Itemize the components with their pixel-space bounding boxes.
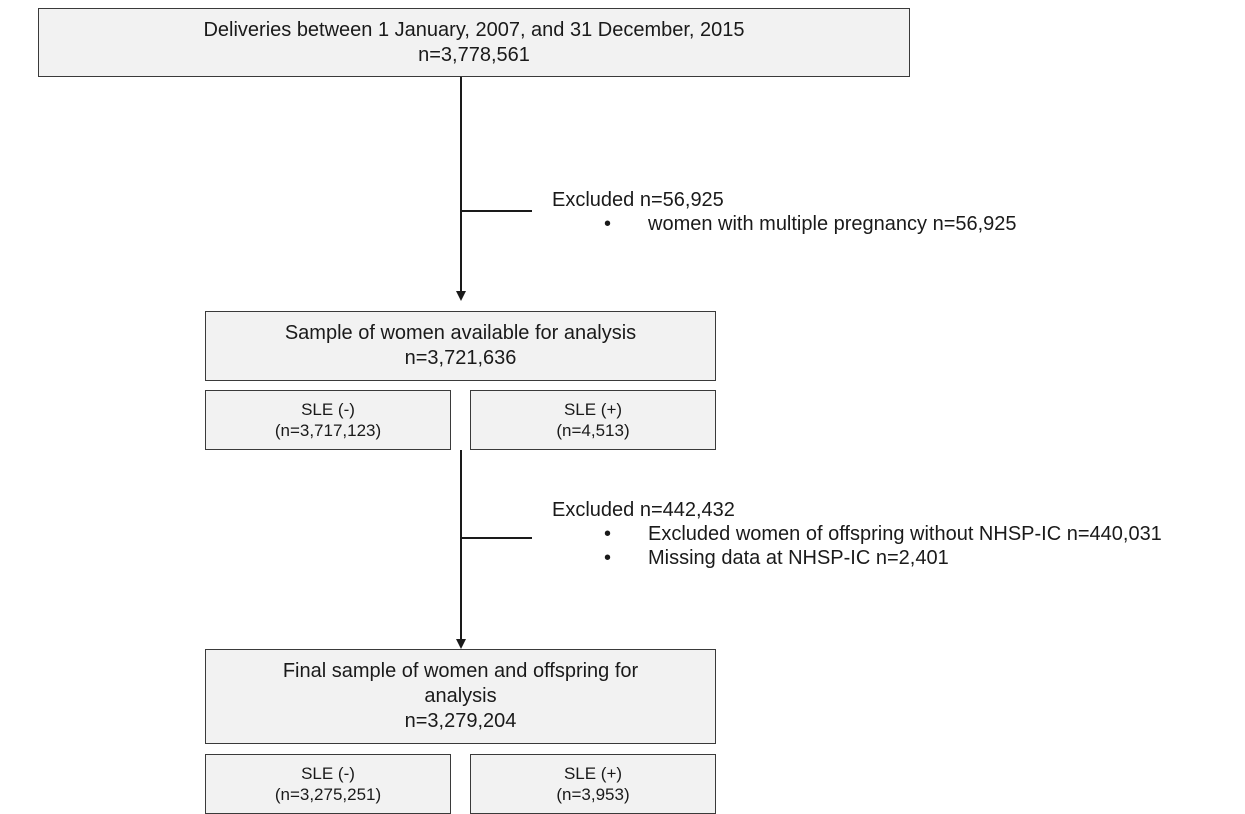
sample-sle-negative-box: SLE (-) (n=3,717,123): [205, 390, 451, 450]
arrowhead-1: [456, 291, 466, 301]
final-label-line2: analysis: [424, 685, 497, 707]
sle-positive-count: (n=4,513): [556, 421, 630, 440]
sle-positive-count: (n=3,953): [556, 785, 630, 804]
bullet-icon: •: [604, 547, 612, 569]
exclusion2-item: • Missing data at NHSP-IC n=2,401: [604, 546, 1162, 570]
final-label-line1: Final sample of women and offspring for: [282, 660, 639, 682]
sle-negative-label: SLE (-): [301, 764, 355, 783]
sle-negative-label: SLE (-): [301, 400, 355, 419]
exclusion1-list: • women with multiple pregnancy n=56,925: [552, 212, 1017, 236]
connector-top-to-sample: [460, 77, 462, 291]
bullet-icon: •: [604, 523, 612, 545]
deliveries-box: Deliveries between 1 January, 2007, and …: [38, 8, 910, 77]
final-sle-negative-box: SLE (-) (n=3,275,251): [205, 754, 451, 814]
deliveries-label: Deliveries between 1 January, 2007, and …: [203, 18, 745, 41]
exclusion1-item: • women with multiple pregnancy n=56,925: [604, 212, 1017, 236]
final-sle-positive-box: SLE (+) (n=3,953): [470, 754, 716, 814]
sample-sle-positive-box: SLE (+) (n=4,513): [470, 390, 716, 450]
exclusion2-branch: [461, 537, 532, 539]
deliveries-count: n=3,778,561: [418, 43, 530, 66]
sle-positive-label: SLE (+): [563, 764, 623, 783]
bullet-icon: •: [604, 213, 612, 235]
connector-sample-to-final: [460, 450, 462, 639]
final-sample-box: Final sample of women and offspring for …: [205, 649, 716, 744]
exclusion1-branch: [461, 210, 532, 212]
sle-negative-count: (n=3,717,123): [274, 421, 382, 440]
sample-count: n=3,721,636: [404, 347, 517, 369]
final-count: n=3,279,204: [404, 710, 517, 732]
exclusion2-item-text: Excluded women of offspring without NHSP…: [648, 523, 1162, 545]
exclusion2-heading: Excluded n=442,432: [552, 499, 735, 521]
sle-positive-label: SLE (+): [563, 400, 623, 419]
exclusion2-list: • Excluded women of offspring without NH…: [552, 522, 1162, 570]
exclusion1-note: Excluded n=56,925 • women with multiple …: [552, 188, 1017, 236]
exclusion1-heading: Excluded n=56,925: [552, 189, 724, 211]
exclusion2-item-text: Missing data at NHSP-IC n=2,401: [648, 547, 949, 569]
exclusion2-note: Excluded n=442,432 • Excluded women of o…: [552, 498, 1162, 570]
sle-negative-count: (n=3,275,251): [274, 785, 382, 804]
sample-box: Sample of women available for analysis n…: [205, 311, 716, 381]
exclusion2-item: • Excluded women of offspring without NH…: [604, 522, 1162, 546]
arrowhead-2: [456, 639, 466, 649]
sample-label: Sample of women available for analysis: [284, 322, 637, 344]
exclusion1-item-text: women with multiple pregnancy n=56,925: [648, 213, 1017, 235]
